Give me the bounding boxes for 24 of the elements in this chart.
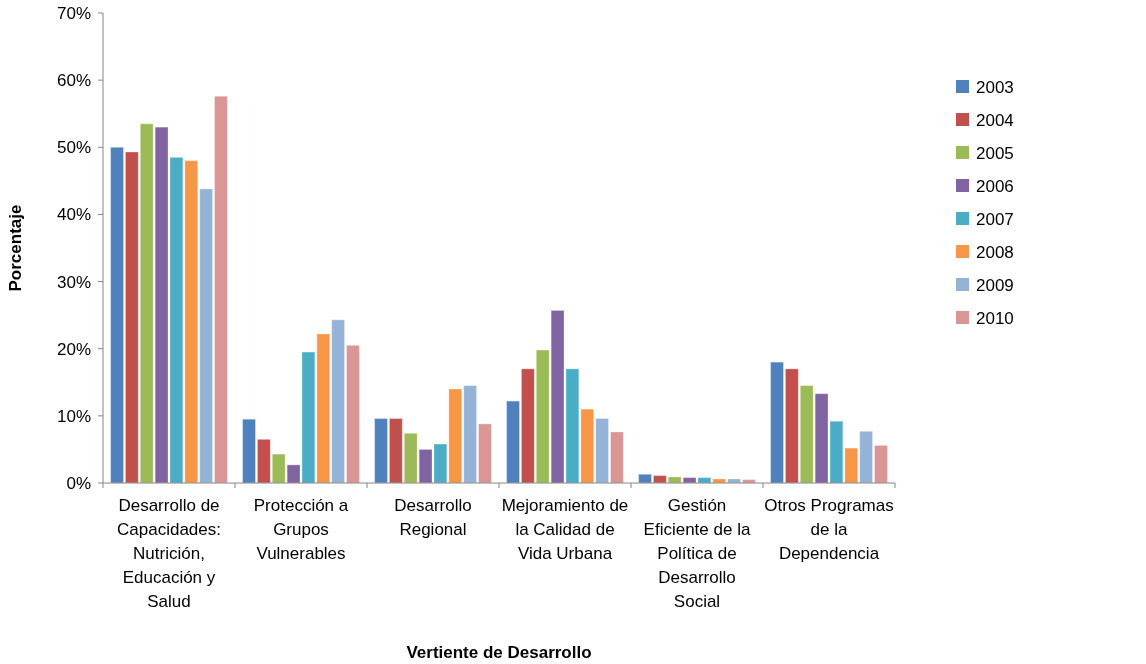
legend-label: 2010: [976, 308, 1014, 328]
y-tick-label: 40%: [56, 205, 91, 225]
y-tick-label: 60%: [56, 71, 91, 91]
legend-label: 2003: [976, 77, 1014, 97]
y-tick-label: 50%: [56, 138, 91, 158]
legend-label: 2007: [976, 209, 1014, 229]
y-tick-label: 70%: [56, 3, 91, 23]
y-tick-label: 10%: [56, 406, 91, 426]
x-tick-label: Protección a Grupos Vulnerables: [253, 496, 349, 563]
legend-label: 2009: [976, 275, 1014, 295]
y-tick-label: 30%: [56, 272, 91, 292]
y-tick-label: 0%: [66, 473, 91, 493]
x-tick-label: Mejoramiento de la Calidad de Vida Urbana: [501, 496, 629, 563]
y-axis-title: Porcentaje: [6, 204, 25, 292]
legend-label: 2004: [976, 110, 1014, 130]
x-tick-label: Gestión Eficiente de la Política de Desarrollo Social: [643, 496, 751, 611]
legend-label: 2005: [976, 143, 1014, 163]
legend-label: 2008: [976, 242, 1014, 262]
x-tick-label: Otros Programas de la Dependencia: [764, 496, 894, 563]
x-axis-title: Vertiente de Desarrollo: [406, 643, 592, 662]
x-tick-label: Desarrollo de Capacidades: Nutrición, Educación y Salud: [117, 496, 221, 611]
legend-label: 2006: [976, 176, 1014, 196]
x-tick-label: Desarrollo Regional: [394, 496, 472, 539]
y-tick-label: 20%: [56, 339, 91, 359]
